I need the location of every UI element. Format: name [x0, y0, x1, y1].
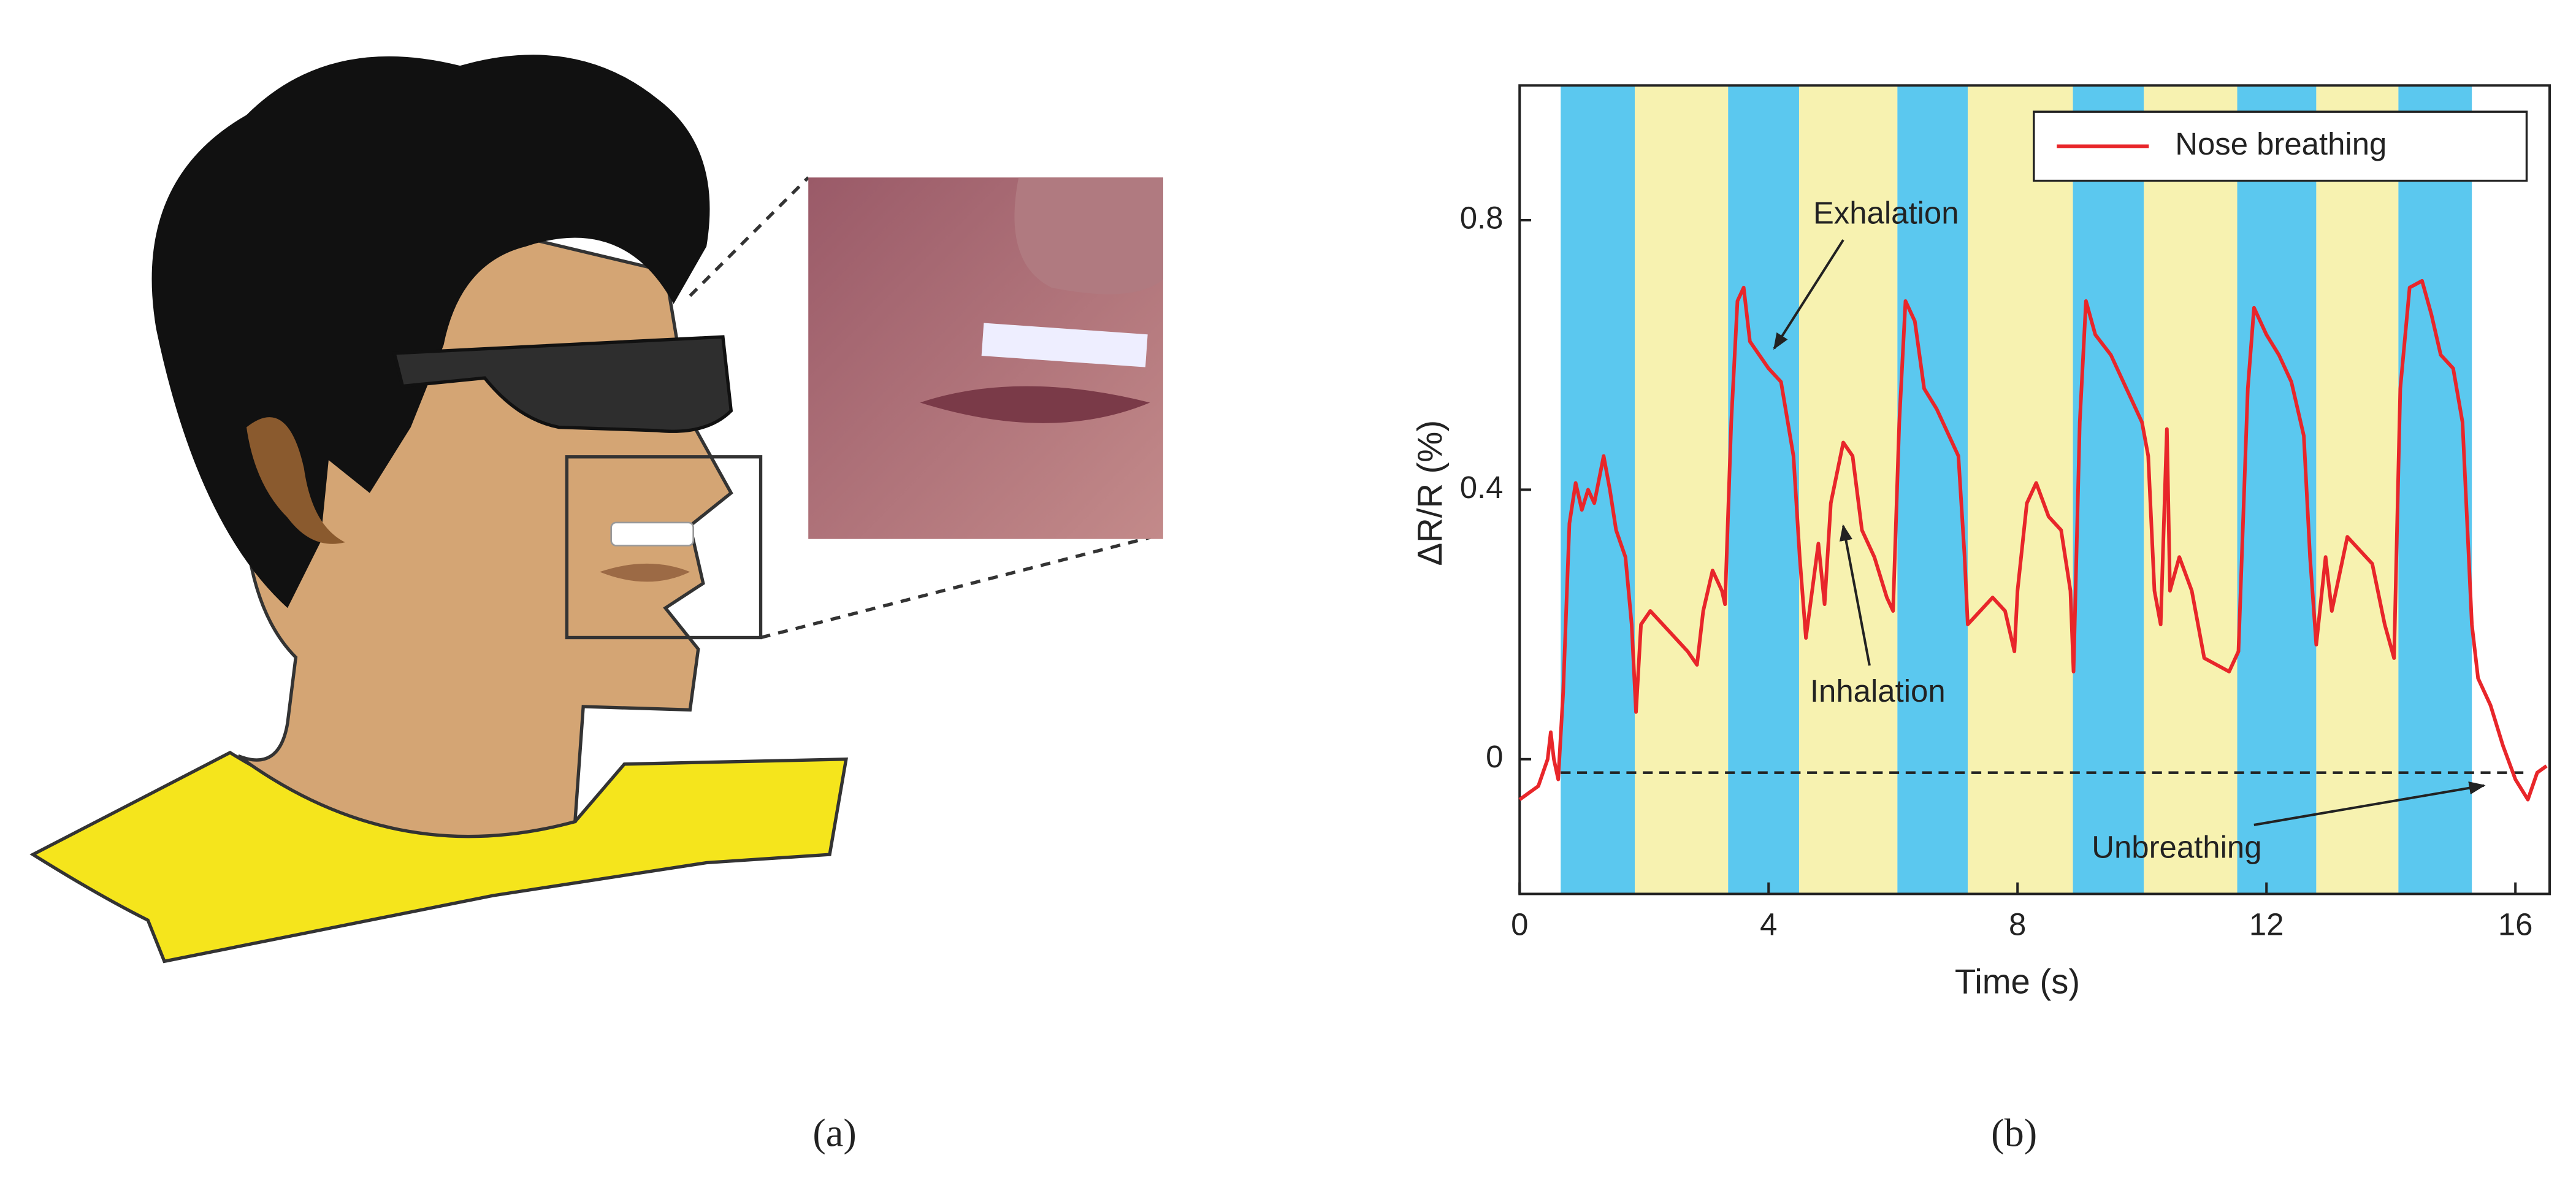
y-tick-label: 0.8	[1460, 200, 1504, 235]
annotation: Unbreathing	[2092, 830, 2261, 865]
inset-sensor	[981, 323, 1148, 367]
x-tick-label: 8	[2009, 907, 2026, 942]
ear	[246, 417, 345, 544]
y-tick-label: 0.4	[1460, 470, 1504, 505]
annotation: Exhalation	[1813, 195, 1959, 230]
illustration	[29, 55, 1164, 964]
phase-band	[1635, 85, 1729, 894]
annotation-arrow	[2253, 781, 2486, 826]
zoom-box	[565, 455, 763, 640]
sensor	[610, 521, 695, 547]
phase-band	[1728, 85, 1799, 894]
phase-band	[2237, 85, 2317, 894]
annotation-arrow	[1839, 524, 1871, 666]
sunglasses	[392, 335, 733, 433]
lips	[599, 563, 690, 582]
phase-band	[2144, 85, 2238, 894]
annotation: Inhalation	[1810, 673, 1946, 708]
phase-band	[2073, 85, 2144, 894]
x-axis-title: Time (s)	[1955, 962, 2080, 1001]
nose	[1014, 177, 1163, 294]
chart: Time (s) ΔR/R (%) 0 4 8 12 16 0 0.4 0.8 Nose bre…	[1410, 84, 2551, 1001]
phase-band	[1968, 85, 2073, 894]
phase-band	[2316, 85, 2399, 894]
legend-label: Nose breathing	[2175, 126, 2387, 161]
phase-band	[2398, 85, 2472, 894]
y-axis-title: ΔR/R (%)	[1410, 420, 1449, 566]
data-line	[1518, 278, 2548, 802]
annotation-arrow	[1773, 239, 1844, 350]
x-tick-label: 4	[1760, 907, 1777, 942]
phase-band	[1798, 85, 1898, 894]
x-tick-label: 16	[2498, 907, 2533, 942]
panel-label: (a)	[812, 1111, 856, 1155]
zoom-line	[760, 532, 1164, 640]
zoom-line	[689, 176, 810, 297]
x-tick-label: 0	[1511, 907, 1528, 942]
phase-band	[1897, 85, 1968, 894]
mouth	[920, 386, 1150, 423]
panel-label: (b)	[1991, 1111, 2037, 1155]
y-tick-label: 0	[1486, 739, 1503, 774]
x-tick-label: 12	[2249, 907, 2284, 942]
